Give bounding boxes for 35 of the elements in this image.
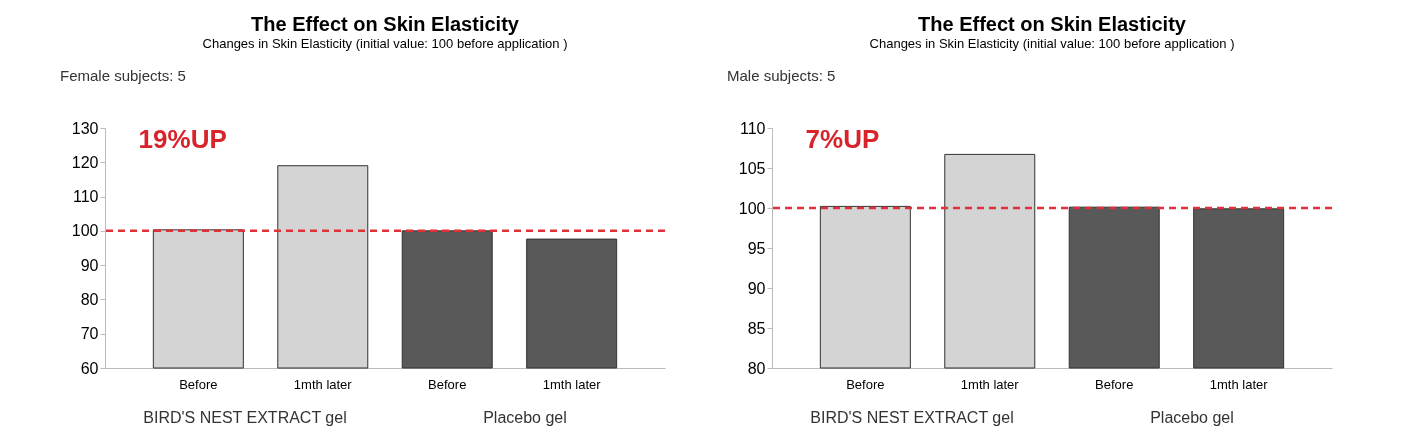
y-tick-label: 100 [738,199,766,217]
y-tick-label: 85 [747,319,766,337]
chart-subtitle: Changes in Skin Elasticity (initial value: 100 before application ) [202,36,568,51]
y-tick-label: 80 [747,359,766,377]
y-tick-label: 110 [739,119,766,137]
annotation: 19%UP [138,124,227,154]
chart-title: The Effect on Skin Elasticity [251,13,520,35]
chart-title: The Effect on Skin Elasticity [918,13,1187,35]
text: Male subjects: 5 [727,67,836,84]
y-tick-label: 90 [747,279,766,297]
text: Female subjects: 5 [60,67,186,84]
y-tick-label: 90 [80,256,99,274]
chart-subtitle: Changes in Skin Elasticity (initial value: 100 before application ) [869,36,1235,51]
x-tick-label: 1mth later [293,376,353,392]
y-tick-label: 110 [72,188,99,206]
y-tick-label: 105 [738,159,766,177]
x-tick-label: 1mth later [960,376,1020,392]
y-tick-label: 100 [71,222,99,240]
y-tick-label: 60 [80,359,99,377]
text: Placebo gel [483,409,567,426]
annotation: 7%UP [805,124,880,154]
y-tick-label: 130 [71,119,99,137]
text: BIRD'S NEST EXTRACT gel [810,409,1014,426]
text: Placebo gel [1150,409,1234,426]
x-tick-label: Before [179,376,218,392]
y-tick-label: 95 [747,239,766,257]
y-tick-label: 120 [71,153,99,171]
y-tick-label: 80 [80,290,99,308]
x-tick-label: Before [428,376,467,392]
x-tick-label: Before [1095,376,1134,392]
x-tick-label: 1mth later [542,376,602,392]
x-tick-label: 1mth later [1209,376,1269,392]
text: BIRD'S NEST EXTRACT gel [143,409,347,426]
x-tick-label: Before [846,376,885,392]
y-tick-label: 70 [80,325,99,343]
